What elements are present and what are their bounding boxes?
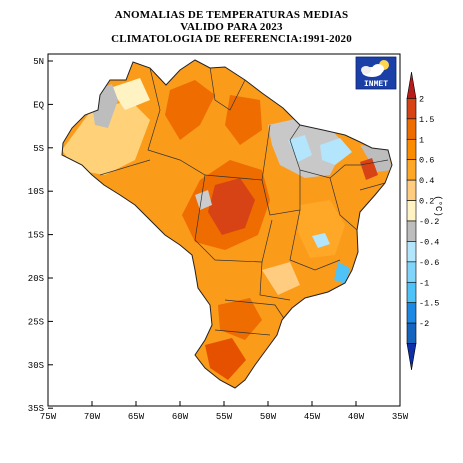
map-subtitle-climatology: CLIMATOLOGIA DE REFERENCIA:1991-2020 — [111, 33, 352, 45]
colorbar-swatch — [406, 159, 417, 181]
border-line — [299, 159, 389, 179]
anomaly-patch-strong-south — [218, 298, 262, 340]
colorbar-tick-label: -0.6 — [419, 258, 439, 268]
colorbar-swatch — [406, 71, 417, 99]
lon-tick-label: 70W — [84, 412, 101, 422]
lat-tick-label: 10S — [28, 187, 44, 197]
colorbar-tick-label: -1.5 — [419, 299, 439, 309]
colorbar-tick-label: 1.5 — [419, 115, 434, 125]
latitude-axis: 5N EQ 5S 10S 15S 20S 25S 30S 35S — [28, 57, 53, 414]
colorbar-tick-label: 0.2 — [419, 197, 434, 207]
lat-tick-label: EQ — [33, 100, 44, 110]
anomaly-patch-strong-rs — [205, 338, 246, 380]
country-outline — [61, 59, 393, 389]
anomaly-patch-peak-center — [208, 178, 255, 235]
anomaly-patch-pale — [62, 100, 150, 175]
anomaly-patch-negative-ne1 — [288, 135, 312, 162]
colorbar-swatch — [406, 343, 417, 371]
anomaly-patch-strong-north — [165, 80, 215, 140]
inmet-logo: INMET — [355, 56, 397, 90]
colorbar-swatch — [406, 322, 417, 344]
border-line — [359, 182, 386, 191]
anomaly-patch-negative-se — [312, 233, 330, 248]
anomaly-patch-paler — [110, 78, 150, 110]
colorbar-swatch — [406, 220, 417, 242]
lon-tick-label: 55W — [216, 412, 233, 422]
anomaly-patch-neutral-center — [195, 190, 212, 210]
border-line — [261, 124, 301, 216]
map-title: ANOMALIAS DE TEMPERATURAS MEDIAS — [114, 9, 349, 21]
colorbar-swatch — [406, 179, 417, 201]
lon-tick-label: 35W — [392, 412, 409, 422]
border-line — [224, 299, 286, 321]
lat-tick-label: 35S — [28, 404, 44, 414]
anomaly-patch-strong-para — [225, 95, 262, 145]
colorbar-swatch — [406, 302, 417, 324]
colorbar-swatch — [406, 98, 417, 120]
colorbar-tick-label: -0.4 — [419, 237, 439, 247]
lat-tick-label: 30S — [28, 361, 44, 371]
colorbar-swatch — [406, 138, 417, 161]
colorbar-tick-label: -1 — [419, 278, 429, 288]
lat-tick-label: 5N — [33, 57, 44, 67]
border-line — [214, 329, 271, 336]
border-line — [99, 159, 151, 176]
lon-tick-label: 50W — [260, 412, 277, 422]
colorbar: 2 1.5 1 0.6 0.4 0.2 -0.2 -0.4 -0.6 -1 -1.5 -2 — [406, 71, 439, 371]
lon-tick-label: 40W — [348, 412, 365, 422]
colorbar-swatch — [406, 241, 417, 263]
lat-tick-label: 25S — [28, 317, 44, 327]
border-line — [329, 177, 358, 231]
lat-tick-label: 15S — [28, 231, 44, 241]
border-line — [194, 174, 273, 263]
cloud-icon — [361, 66, 371, 74]
colorbar-swatch — [406, 281, 417, 304]
colorbar-tick-label: 0.4 — [419, 176, 434, 186]
colorbar-swatch — [406, 200, 417, 222]
border-line — [259, 261, 291, 301]
colorbar-tick-label: -2 — [419, 319, 429, 329]
anomaly-patch-peak-ne — [360, 158, 378, 180]
lon-tick-label: 65W — [128, 412, 145, 422]
colorbar-swatch — [406, 261, 417, 283]
colorbar-swatch — [406, 118, 417, 140]
map-subtitle-period: VALIDO PARA 2023 — [180, 21, 283, 33]
anomaly-patch-negative-coast — [334, 262, 350, 284]
cloud-icon — [372, 64, 384, 74]
lat-tick-label: 5S — [33, 144, 44, 154]
lon-tick-label: 75W — [40, 412, 57, 422]
logo-text: INMET — [364, 80, 388, 89]
state-borders — [99, 66, 389, 336]
colorbar-unit: (°C) — [433, 195, 443, 217]
anomaly-patch-negative-ne2 — [320, 138, 352, 165]
border-line — [289, 209, 341, 271]
colorbar-tick-label: 1 — [419, 135, 424, 145]
colorbar-tick-label: 2 — [419, 94, 424, 104]
colorbar-tick-label: 0.6 — [419, 156, 434, 166]
lon-tick-label: 60W — [172, 412, 189, 422]
lon-tick-label: 45W — [304, 412, 321, 422]
partly-cloudy-sun-icon — [361, 60, 389, 77]
anomaly-patch-moderate-se — [298, 200, 345, 258]
anomaly-patch-light-south — [262, 262, 300, 295]
border-line — [209, 66, 246, 111]
lat-tick-label: 20S — [28, 274, 44, 284]
anomaly-patch-neutral-east — [360, 145, 392, 172]
colorbar-tick-label: -0.2 — [419, 217, 439, 227]
longitude-axis: 75W 70W 65W 60W 55W 50W 45W 40W 35W — [40, 401, 409, 422]
